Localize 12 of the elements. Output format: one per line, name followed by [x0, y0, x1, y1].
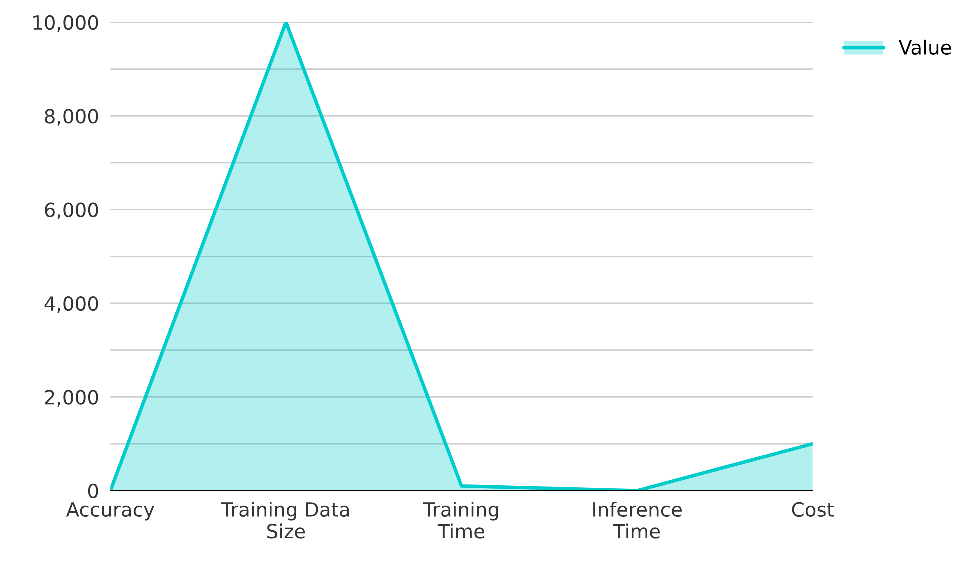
y-tick-label: 10,000	[34, 15, 98, 32]
y-tick-label: 8,000	[45, 109, 98, 126]
y-tick-label: 0	[88, 484, 98, 499]
x-tick-label: Cost	[792, 502, 834, 518]
legend-label: Value	[899, 40, 952, 55]
x-tick-label: Training Data Size	[221, 502, 350, 539]
x-tick-label: Inference Time	[594, 502, 682, 539]
y-tick-label: 6,000	[45, 202, 98, 220]
y-tick-label: 4,000	[44, 296, 98, 314]
x-tick-label: Accuracy	[66, 502, 154, 521]
x-tick-label: Training Time	[423, 502, 498, 539]
y-tick-label: 2,000	[45, 390, 98, 407]
